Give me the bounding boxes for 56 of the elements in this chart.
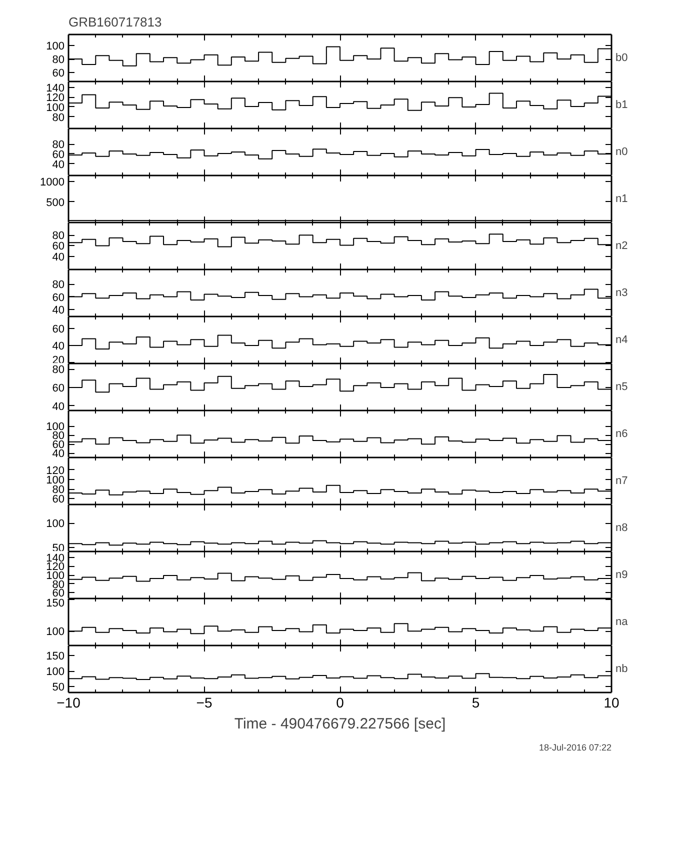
y-tick-label: 40: [52, 340, 65, 353]
y-tick-label: 100: [46, 626, 65, 638]
y-tick-label: 80: [52, 54, 65, 66]
x-tick-label: 10: [604, 694, 620, 710]
y-tick-label: 150: [46, 650, 65, 663]
y-tick-label: 50: [52, 682, 65, 694]
text: n5: [616, 381, 628, 393]
y-tick-label: 60: [52, 240, 65, 253]
y-tick-label: 80: [52, 112, 65, 124]
text: n2: [616, 240, 628, 252]
text: n8: [616, 522, 628, 534]
text: n7: [616, 475, 628, 487]
x-tick-label: −10: [56, 694, 81, 710]
text: nb: [616, 663, 628, 675]
y-tick-label: 100: [46, 518, 65, 530]
y-tick-label: 60: [52, 588, 65, 600]
x-axis-title: Time - 490476679.227566 [sec]: [234, 716, 446, 732]
y-tick-label: 1000: [40, 176, 65, 188]
y-tick-label: 80: [52, 279, 65, 292]
text: n0: [616, 146, 628, 158]
y-tick-label: 100: [46, 40, 65, 52]
y-tick-label: 120: [46, 92, 65, 104]
y-tick-label: 100: [46, 102, 65, 114]
x-tick-label: 0: [336, 694, 344, 710]
y-tick-label: 40: [52, 251, 65, 264]
text: na: [616, 616, 629, 628]
text: n4: [616, 334, 628, 346]
text: n9: [616, 569, 628, 581]
y-tick-label: 60: [52, 68, 65, 80]
y-tick-label: 80: [52, 364, 65, 376]
x-tick-label: −5: [196, 694, 212, 710]
text: n1: [616, 193, 628, 205]
text: b0: [616, 52, 628, 64]
y-tick-label: 80: [52, 484, 65, 496]
chart-title: GRB160717813: [68, 14, 162, 30]
y-tick-label: 60: [52, 323, 65, 336]
y-tick-label: 150: [46, 598, 65, 610]
y-tick-label: 40: [52, 448, 65, 460]
y-tick-label: 120: [46, 464, 65, 477]
y-tick-label: 40: [52, 304, 65, 317]
y-tick-label: 60: [52, 148, 65, 161]
y-tick-label: 500: [46, 196, 65, 209]
text: 18-Jul-2016 07:22: [538, 742, 612, 752]
y-tick-label: 140: [46, 82, 65, 94]
x-tick-label: 5: [472, 694, 480, 710]
text: n6: [616, 428, 628, 440]
y-tick-label: 40: [52, 158, 65, 171]
y-tick-label: 60: [52, 494, 65, 506]
y-tick-label: 80: [52, 230, 65, 242]
y-tick-label: 60: [52, 292, 65, 304]
y-tick-label: 40: [52, 400, 65, 413]
y-tick-label: 80: [52, 139, 65, 152]
text: b1: [616, 99, 628, 111]
y-tick-label: 60: [52, 382, 65, 394]
y-tick-label: 100: [46, 666, 65, 678]
text: n3: [616, 287, 628, 299]
